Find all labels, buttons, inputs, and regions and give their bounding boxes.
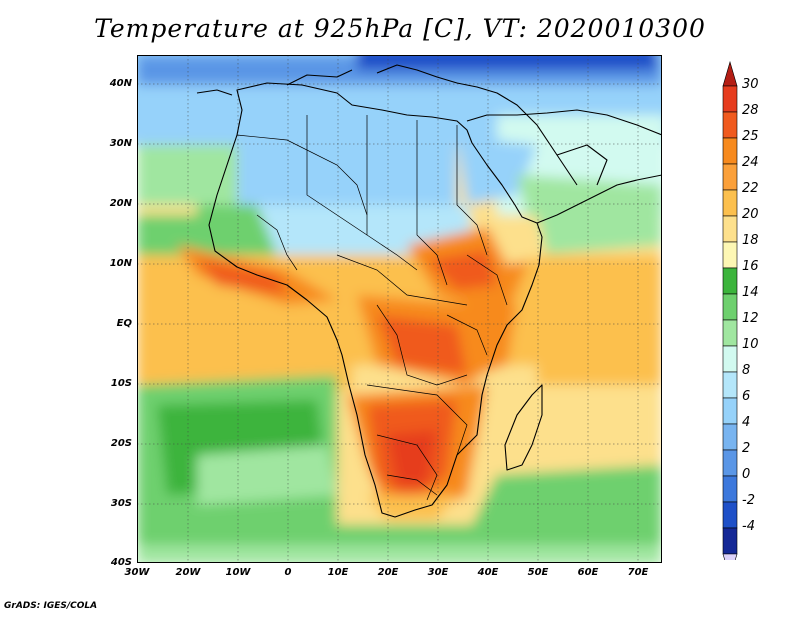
lon-label-10w: 10W bbox=[225, 567, 251, 578]
colorbar-label: 10 bbox=[742, 337, 759, 352]
lat-label-30n: 30N bbox=[109, 138, 132, 149]
colorbar-swatch bbox=[722, 527, 738, 555]
lon-label-70e: 70E bbox=[627, 567, 649, 578]
colorbar-label: 14 bbox=[742, 285, 759, 300]
lon-label-0: 0 bbox=[284, 567, 292, 578]
colorbar-swatch bbox=[722, 397, 738, 425]
colorbar-label: 8 bbox=[742, 363, 751, 378]
colorbar-swatch bbox=[722, 241, 738, 269]
lat-label-20s: 20S bbox=[110, 438, 132, 449]
colorbar-swatch bbox=[722, 449, 738, 477]
colorbar-label: 12 bbox=[742, 311, 759, 326]
colorbar bbox=[722, 60, 738, 560]
colorbar-label: -4 bbox=[742, 519, 755, 534]
colorbar-swatch bbox=[722, 319, 738, 347]
colorbar-label: 2 bbox=[742, 441, 751, 456]
colorbar-label: 24 bbox=[742, 155, 759, 170]
colorbar-label: 4 bbox=[742, 415, 751, 430]
lat-label-40s: 40S bbox=[110, 557, 132, 568]
colorbar-label: 16 bbox=[742, 259, 759, 274]
colorbar-swatch bbox=[722, 137, 738, 165]
colorbar-swatch bbox=[722, 189, 738, 217]
country-borders bbox=[236, 115, 508, 501]
colorbar-bottom-arrow bbox=[722, 553, 738, 560]
colorbar-swatch bbox=[722, 293, 738, 321]
temperature-map bbox=[137, 55, 662, 563]
lat-label-30s: 30S bbox=[110, 498, 132, 509]
lat-label-10s: 10S bbox=[110, 378, 132, 389]
temperature-field bbox=[137, 55, 662, 563]
lon-label-30e: 30E bbox=[427, 567, 449, 578]
lon-label-10e: 10E bbox=[327, 567, 349, 578]
colorbar-label: 18 bbox=[742, 233, 759, 248]
lat-label-eq: EQ bbox=[116, 318, 132, 329]
colorbar-swatch bbox=[722, 85, 738, 113]
lon-label-20w: 20W bbox=[175, 567, 201, 578]
lat-label-40n: 40N bbox=[109, 78, 132, 89]
colorbar-label: 28 bbox=[742, 103, 759, 118]
lon-label-40e: 40E bbox=[477, 567, 499, 578]
colorbar-swatch bbox=[722, 423, 738, 451]
colorbar-swatch bbox=[722, 371, 738, 399]
map-title: Temperature at 925hPa [C], VT: 202001030… bbox=[94, 14, 706, 43]
colorbar-swatch bbox=[722, 475, 738, 503]
colorbar-top-arrow bbox=[722, 60, 738, 87]
colorbar-label: 6 bbox=[742, 389, 751, 404]
colorbar-label: 22 bbox=[742, 181, 759, 196]
colorbar-label: -2 bbox=[742, 493, 755, 508]
colorbar-swatch bbox=[722, 163, 738, 191]
colorbar-label: 25 bbox=[742, 129, 759, 144]
colorbar-swatch bbox=[722, 345, 738, 373]
colorbar-swatch bbox=[722, 267, 738, 295]
colorbar-swatch bbox=[722, 501, 738, 529]
colorbar-label: 20 bbox=[742, 207, 759, 222]
colorbar-swatch bbox=[722, 111, 738, 139]
graticule bbox=[137, 55, 662, 563]
colorbar-swatch bbox=[722, 215, 738, 243]
lat-label-10n: 10N bbox=[109, 258, 132, 269]
lon-label-60e: 60E bbox=[577, 567, 599, 578]
colorbar-label: 30 bbox=[742, 77, 759, 92]
lon-label-50e: 50E bbox=[527, 567, 549, 578]
lon-label-20e: 20E bbox=[377, 567, 399, 578]
colorbar-label: 0 bbox=[742, 467, 751, 482]
footer-credit: GrADS: IGES/COLA bbox=[4, 601, 98, 611]
lon-label-30w: 30W bbox=[124, 567, 150, 578]
lat-label-20n: 20N bbox=[109, 198, 132, 209]
coastlines bbox=[196, 64, 662, 518]
